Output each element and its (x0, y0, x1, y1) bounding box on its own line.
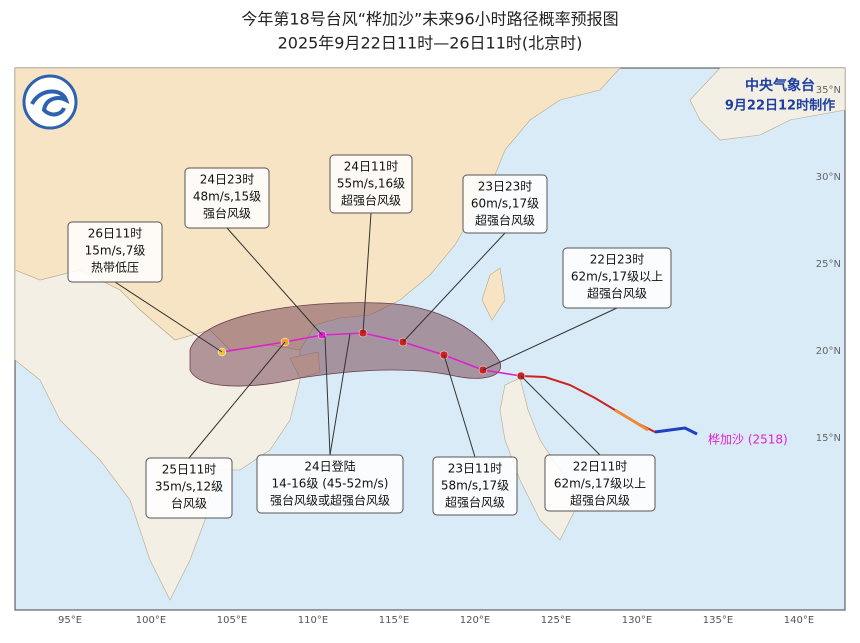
annotation-box (562, 247, 672, 309)
leader-line (329, 333, 351, 456)
annotation-line: 62m/s,17级以上 (554, 477, 646, 491)
leader-line (226, 227, 323, 336)
annotation-line: 23日11时 (448, 462, 503, 476)
annotation-line: 超强台风级 (445, 495, 505, 510)
annotation-line: 热带低压 (91, 261, 139, 275)
longitude-label: 115°E (379, 615, 409, 626)
annotation-line: 55m/s,16级 (337, 177, 405, 191)
map-body (14, 67, 846, 611)
annotation-line: 22日11时 (573, 460, 628, 474)
annotation-box (256, 454, 404, 514)
annotation-line: 24日11时 (344, 160, 399, 174)
annotation-line: 35m/s,12级 (155, 480, 223, 494)
leader-line (362, 212, 372, 334)
annotation-line: 超强台风级 (570, 493, 630, 508)
forecast-track (221, 332, 522, 377)
annotation-line: 强台风级或超强台风级 (270, 493, 390, 508)
agency-name: 中央气象台 (745, 77, 815, 94)
leader-line (324, 335, 331, 456)
annotation-line: 60m/s,17级 (471, 197, 539, 211)
longitude-label: 105°E (217, 615, 247, 626)
probability-cone (189, 302, 501, 387)
leader-line (482, 307, 618, 371)
annotation-line: 24日登陆 (304, 459, 355, 474)
leader-line (402, 232, 506, 343)
logo-mark (30, 89, 70, 117)
latitude-label: 25°N (816, 259, 841, 270)
leader-line (520, 375, 601, 456)
latitude-label: 30°N (816, 172, 841, 183)
annotation-line: 台风级 (171, 496, 207, 511)
annotation-line: 25日11时 (162, 463, 217, 477)
longitude-label: 130°E (622, 615, 652, 626)
annotation-box (145, 457, 233, 519)
leader-line (443, 354, 476, 458)
longitude-label: 100°E (136, 615, 166, 626)
subtitle: 2025年9月22日11时—26日11时(北京时) (278, 34, 583, 53)
japan (689, 67, 846, 141)
annotation-line: 58m/s,17级 (441, 479, 509, 493)
annotation-line: 48m/s,15级 (193, 190, 261, 204)
longitude-label: 135°E (703, 615, 733, 626)
longitude-label: 125°E (541, 615, 571, 626)
leader-line (188, 341, 286, 459)
longitude-label: 110°E (298, 615, 328, 626)
leader-line (114, 281, 223, 353)
annotation-box (67, 221, 163, 283)
annotation-line: 22日23时 (590, 253, 645, 267)
observed-track-early (654, 426, 698, 436)
annotation-line: 23日23时 (478, 180, 533, 194)
annotation-line: 24日23时 (200, 173, 255, 187)
annotation-box (544, 454, 656, 512)
observed-track-typhoon (614, 408, 649, 432)
annotation-line: 超强台风级 (587, 286, 647, 301)
longitude-label: 95°E (58, 615, 82, 626)
annotation-box (462, 174, 548, 234)
annotation-line: 62m/s,17级以上 (571, 270, 663, 284)
annotation-line: 15m/s,7级 (85, 244, 146, 258)
title: 今年第18号台风“桦加沙”未来96小时路径概率预报图 (241, 10, 618, 29)
annotation-line: 强台风级 (203, 206, 251, 221)
leader-lines (114, 212, 618, 459)
annotation-line: 26日11时 (88, 227, 143, 241)
annotation-box (184, 167, 270, 229)
annotation-line: 超强台风级 (475, 213, 535, 228)
annotation-line: 超强台风级 (341, 193, 401, 208)
taiwan (481, 267, 506, 321)
latitude-label: 35°N (816, 85, 841, 96)
annotation-box (329, 154, 413, 214)
typhoon-label: 桦加沙 (2518) (708, 432, 788, 447)
issue-time: 9月22日12时制作 (725, 98, 835, 114)
longitude-label: 140°E (784, 615, 814, 626)
longitude-label: 120°E (460, 615, 490, 626)
annotation-line: 14-16级 (45-52m/s) (272, 477, 389, 491)
latitude-label: 20°N (816, 346, 841, 357)
latitude-label: 15°N (816, 433, 841, 444)
annotation-box (432, 456, 518, 516)
